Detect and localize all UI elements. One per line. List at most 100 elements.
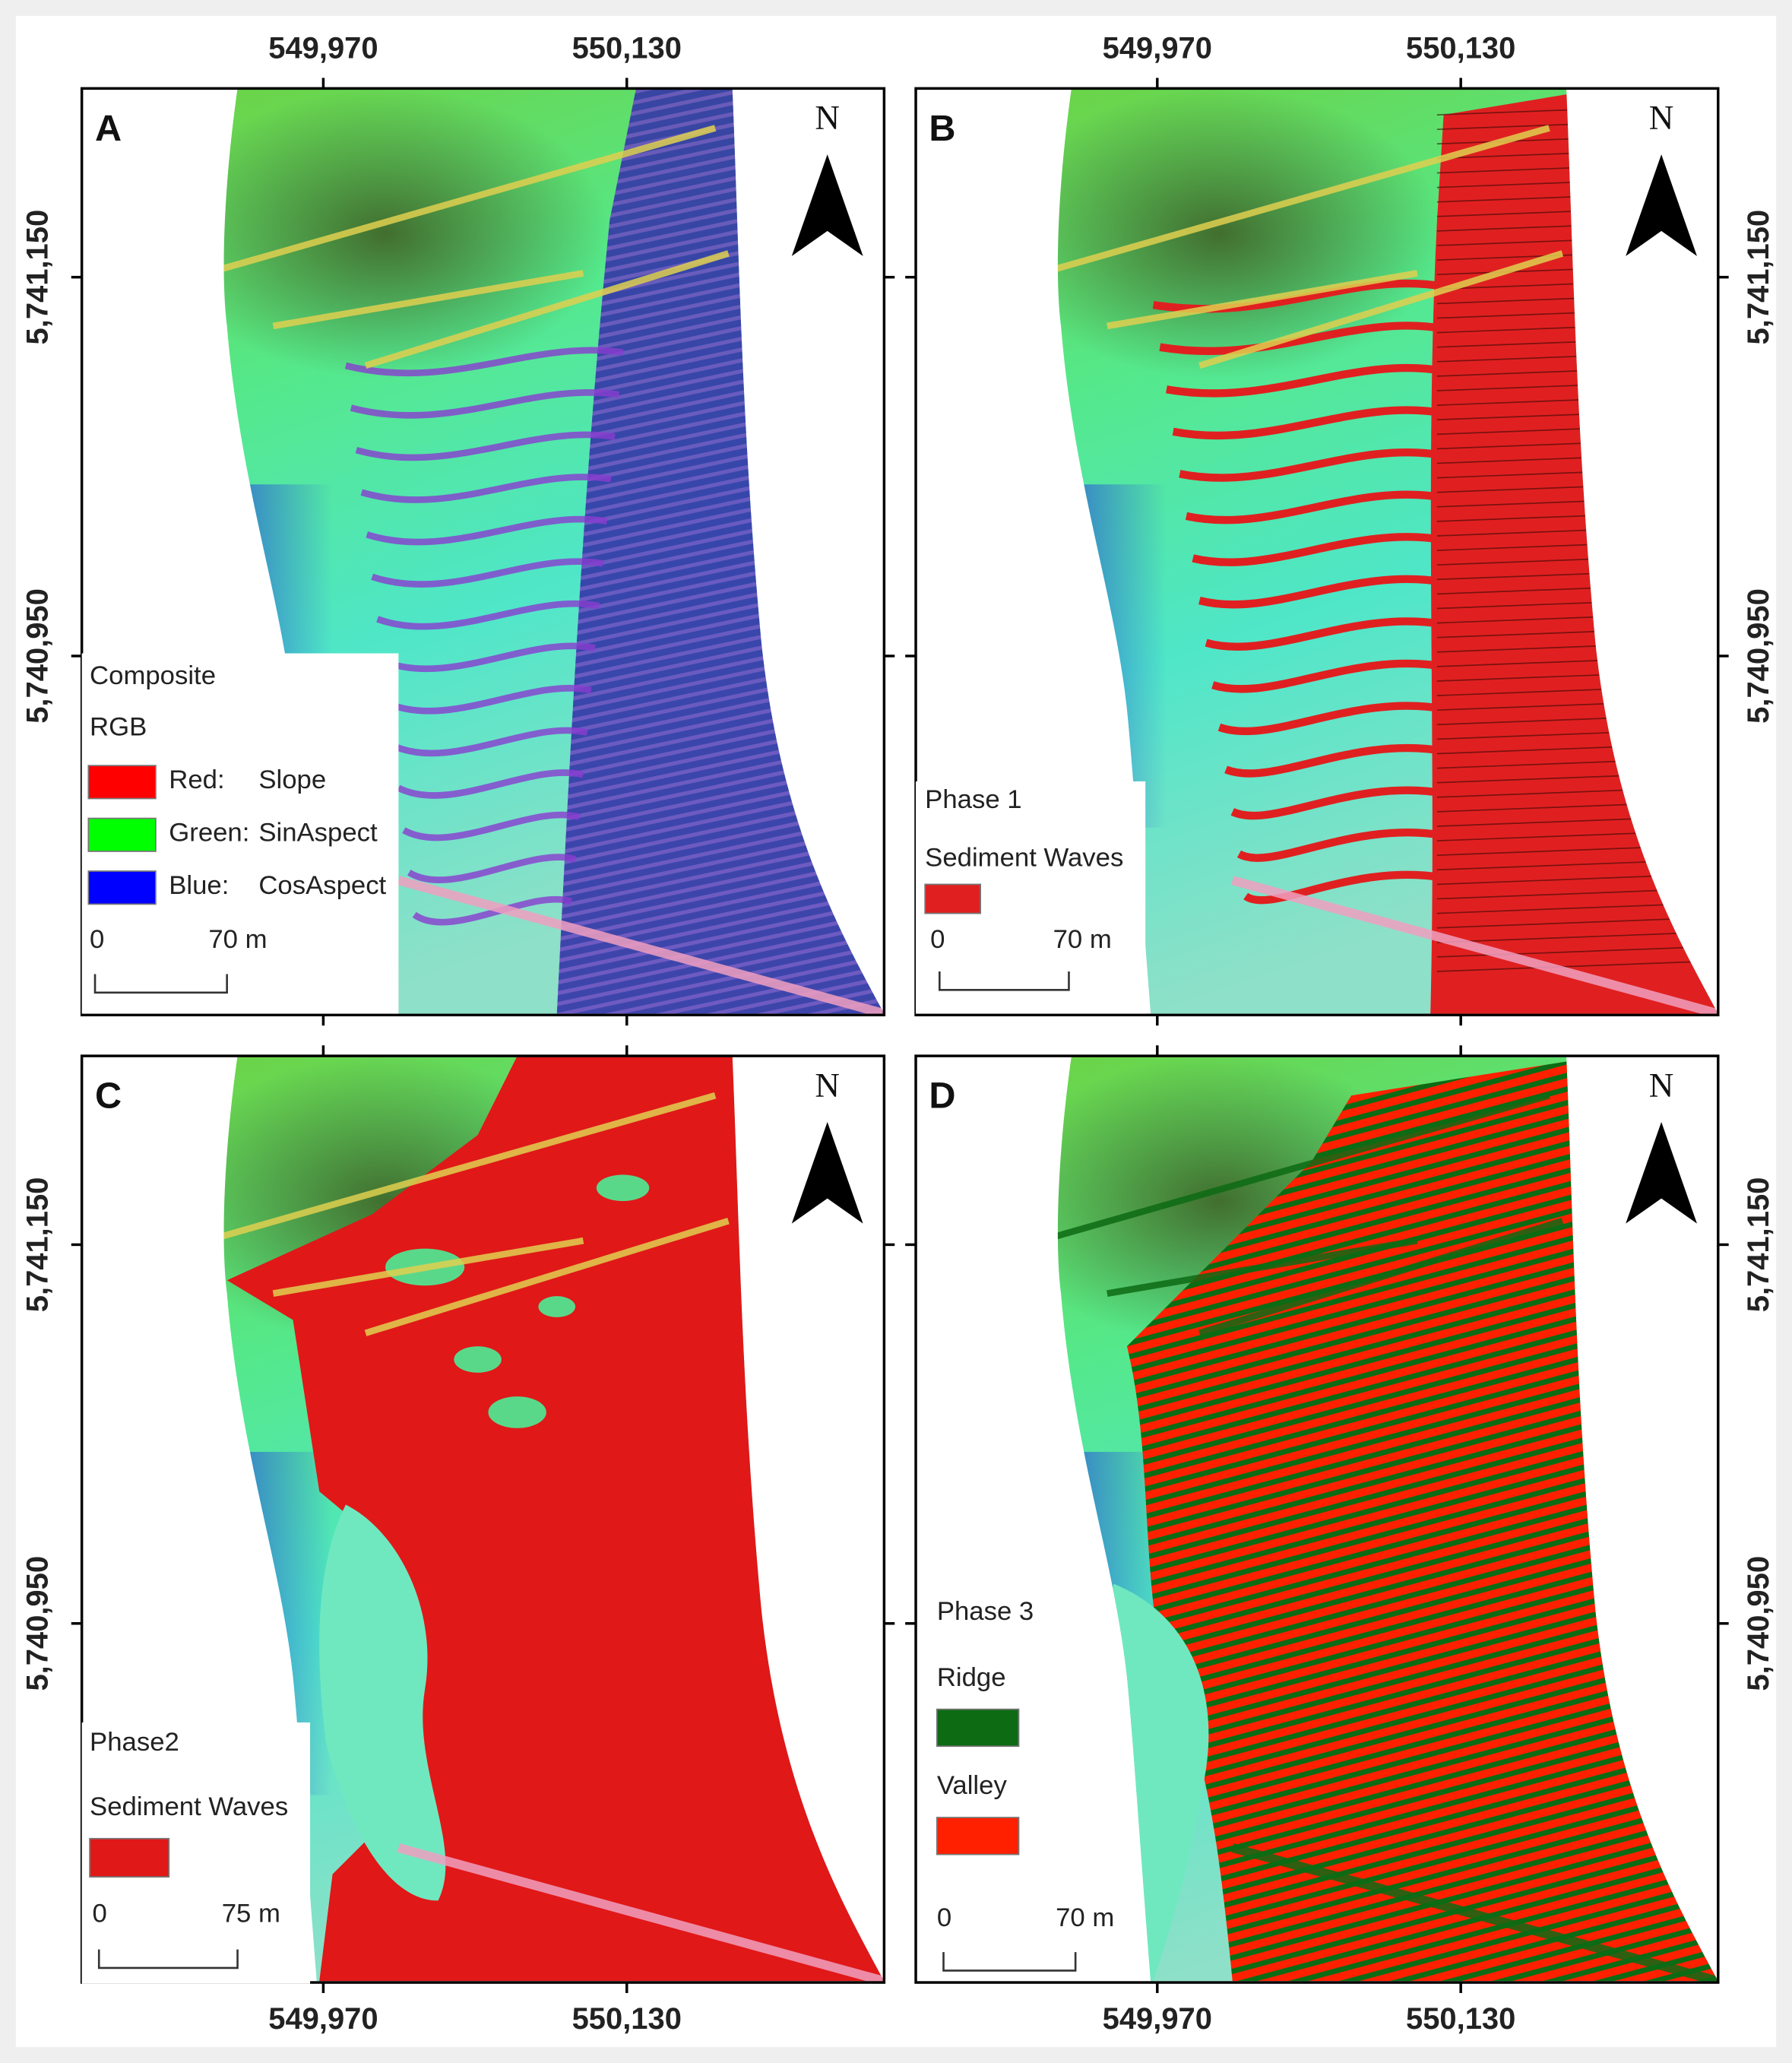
scale-label: 0 bbox=[93, 1900, 107, 1928]
pipeline bbox=[397, 1843, 885, 1982]
wave-crest bbox=[360, 474, 612, 503]
wave-trough bbox=[1436, 931, 1718, 943]
scale-bar bbox=[97, 1949, 239, 1970]
wave-crest bbox=[1217, 702, 1445, 736]
y-tick-label: 5,741,150 bbox=[21, 1177, 55, 1313]
legend-title: Phase2 bbox=[90, 1728, 179, 1757]
hill-shade bbox=[223, 88, 610, 379]
scale-label: 0 bbox=[90, 925, 104, 954]
north-label: N bbox=[1649, 1066, 1674, 1104]
north-label: N bbox=[815, 1066, 840, 1104]
wave-crest bbox=[407, 854, 577, 883]
y-tick-label: 5,740,950 bbox=[1742, 588, 1775, 724]
x-tick-label: 549,970 bbox=[268, 2002, 378, 2036]
wave-crest bbox=[1236, 829, 1445, 862]
clear-patch bbox=[596, 1174, 650, 1202]
wave-crest bbox=[350, 389, 619, 419]
legend-swatch bbox=[87, 870, 157, 905]
panel-label: D bbox=[929, 1076, 955, 1117]
north-arrow bbox=[1626, 1121, 1697, 1224]
legend-swatch bbox=[87, 765, 157, 800]
panel-label: B bbox=[929, 108, 955, 149]
pipeline bbox=[1198, 1218, 1564, 1336]
scale-label: 75 m bbox=[222, 1900, 280, 1928]
wave-crest bbox=[1185, 490, 1445, 524]
north-label: N bbox=[1649, 99, 1674, 137]
legend-title: Composite bbox=[90, 661, 216, 690]
legend-swatch bbox=[87, 817, 157, 852]
x-tick-label: 549,970 bbox=[1103, 32, 1212, 65]
wave-crest bbox=[1211, 659, 1445, 693]
wave-crest bbox=[397, 769, 584, 799]
pipeline bbox=[1107, 1237, 1418, 1297]
y-tick-label: 5,740,950 bbox=[1742, 1556, 1775, 1691]
legend-value: CosAspect bbox=[258, 871, 386, 900]
wave-crest bbox=[371, 558, 604, 588]
scale-bar bbox=[938, 971, 1070, 991]
panel-frame bbox=[914, 1054, 1720, 1984]
clear-patch bbox=[454, 1346, 502, 1373]
wave-crest bbox=[1198, 575, 1445, 609]
legend-label: Valley bbox=[937, 1771, 1008, 1800]
scale-label: 70 m bbox=[1053, 925, 1112, 954]
pipeline bbox=[272, 270, 584, 330]
pipeline bbox=[272, 1237, 584, 1297]
wave-crest bbox=[412, 895, 573, 926]
wave-crest bbox=[1230, 786, 1445, 820]
x-tick-label: 549,970 bbox=[1103, 2002, 1212, 2036]
x-tick-label: 549,970 bbox=[268, 32, 378, 65]
pipeline bbox=[1057, 1092, 1550, 1241]
wave-crest bbox=[1159, 322, 1445, 356]
pipeline bbox=[1198, 250, 1564, 369]
north-arrow bbox=[791, 154, 863, 256]
pipeline bbox=[1057, 125, 1550, 273]
north-arrow bbox=[791, 1121, 863, 1224]
legend-label: Ridge bbox=[937, 1663, 1006, 1692]
legend-value: SinAspect bbox=[258, 819, 378, 848]
wave-crest bbox=[1243, 870, 1445, 905]
wave-trough bbox=[1436, 960, 1718, 972]
legend-swatch bbox=[924, 883, 981, 914]
y-tick-label: 5,740,950 bbox=[21, 1556, 55, 1691]
x-tick-label: 550,130 bbox=[1406, 2002, 1515, 2036]
legend-swatch bbox=[936, 1708, 1020, 1748]
y-tick-label: 5,741,150 bbox=[1742, 1177, 1775, 1313]
y-tick-label: 5,741,150 bbox=[1742, 210, 1775, 345]
wave-crest bbox=[381, 642, 596, 673]
clear-patch bbox=[538, 1296, 576, 1317]
wave-trough bbox=[1436, 946, 1718, 958]
pipeline bbox=[1107, 270, 1418, 330]
panel-frame bbox=[80, 1054, 886, 1984]
wave-crest bbox=[402, 811, 581, 841]
wave-crest bbox=[366, 515, 608, 546]
scale-bar bbox=[942, 1952, 1077, 1972]
panel-label: A bbox=[95, 108, 122, 149]
wave-crest bbox=[386, 684, 592, 715]
panel-label: C bbox=[95, 1076, 122, 1117]
pipeline bbox=[223, 1092, 717, 1241]
legend-label: Red: bbox=[169, 765, 224, 794]
wave-crest bbox=[355, 431, 616, 461]
pipeline bbox=[364, 1218, 730, 1336]
pipeline bbox=[1231, 1843, 1718, 1982]
scale-label: 70 m bbox=[208, 925, 267, 954]
wave-crest bbox=[376, 600, 600, 630]
north-label: N bbox=[815, 99, 840, 137]
legend-label: Sediment Waves bbox=[925, 844, 1123, 873]
scale-label: 0 bbox=[930, 925, 945, 954]
scale-label: 70 m bbox=[1056, 1903, 1114, 1932]
wave-field bbox=[1126, 1056, 1718, 1982]
legend-label: Sediment Waves bbox=[90, 1792, 288, 1821]
north-arrow bbox=[1626, 154, 1697, 256]
pipeline bbox=[397, 876, 885, 1014]
y-tick-label: 5,740,950 bbox=[21, 588, 55, 724]
scale-bar bbox=[93, 974, 228, 994]
legend-swatch bbox=[936, 1817, 1020, 1855]
panel-frame bbox=[914, 87, 1720, 1017]
legend-label: Blue: bbox=[169, 871, 229, 900]
wave-crest bbox=[1166, 363, 1445, 398]
x-tick-label: 550,130 bbox=[572, 32, 682, 65]
scale-label: 0 bbox=[937, 1903, 951, 1932]
x-tick-label: 550,130 bbox=[572, 2002, 682, 2036]
